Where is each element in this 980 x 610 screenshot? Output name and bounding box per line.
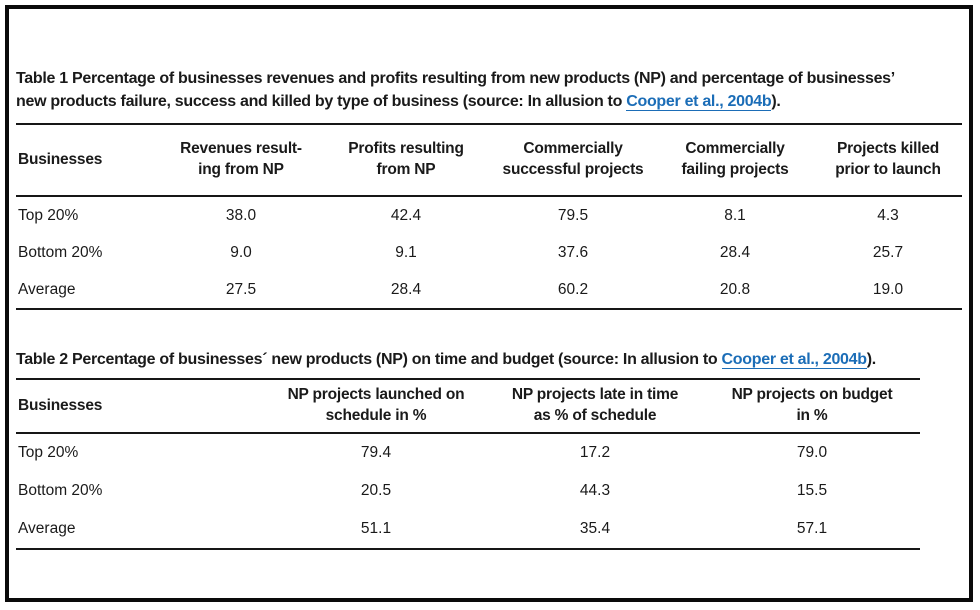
row-label: Top 20%: [18, 206, 79, 224]
row-label: Bottom 20%: [18, 482, 103, 499]
table1-row: Top 20% 38.0 42.4 79.5 8.1 4.3: [16, 196, 962, 234]
table1-column-header: Projects killed prior to launch: [814, 123, 962, 197]
cell: 79.4: [360, 444, 392, 461]
table2-caption-text: Table 2 Percentage of businesses´ new pr…: [16, 351, 722, 368]
table2-column-header: NP projects on budget in %: [704, 378, 920, 434]
row-label: Average: [16, 510, 266, 550]
cell: 28.4: [719, 243, 751, 261]
cell: 57.1: [704, 510, 920, 550]
cell: 28.4: [322, 271, 490, 310]
table1-caption-line2: new products failure, success and killed…: [16, 90, 964, 113]
cell: 19.0: [814, 271, 962, 310]
table1-citation-link[interactable]: Cooper et al., 2004b: [626, 93, 772, 111]
cell: 8.1: [724, 206, 746, 224]
cell: 9.0: [230, 243, 252, 261]
cell: 60.2: [490, 271, 656, 310]
cell: 38.0: [225, 206, 257, 224]
table1-caption: Table 1 Percentage of businesses revenue…: [16, 67, 964, 113]
cell: 79.5: [557, 206, 589, 224]
table1-row: Bottom 20% 9.0 9.1 37.6 28.4 25.7: [16, 234, 962, 271]
table1-caption-line1: Table 1 Percentage of businesses revenue…: [16, 70, 895, 87]
table1-row: Average 27.5 28.4 60.2 20.8 19.0: [16, 271, 962, 310]
cell: 20.8: [656, 271, 814, 310]
row-label: Top 20%: [18, 444, 79, 461]
table1-caption-line2-text: new products failure, success and killed…: [16, 93, 627, 110]
table2-citation-link[interactable]: Cooper et al., 2004b: [721, 351, 867, 369]
cell: 27.5: [160, 271, 322, 310]
table1-header-row: Businesses Revenues result- ing from NP …: [16, 123, 962, 197]
table2-column-header: NP projects late in time as % of schedul…: [486, 378, 704, 434]
table2-row: Average 51.1 35.4 57.1: [16, 510, 920, 550]
table1-column-header: Profits resulting from NP: [322, 123, 490, 197]
table2-column-header: NP projects launched on schedule in %: [266, 378, 486, 434]
cell: 44.3: [579, 482, 611, 499]
cell: 42.4: [390, 206, 422, 224]
cell: 35.4: [486, 510, 704, 550]
row-label: Average: [16, 271, 160, 310]
cell: 51.1: [266, 510, 486, 550]
table2-row: Top 20% 79.4 17.2 79.0: [16, 433, 920, 472]
table1-column-header: Revenues result- ing from NP: [160, 123, 322, 197]
cell: 20.5: [360, 482, 392, 499]
table1-caption-suffix: ).: [771, 93, 781, 110]
table1-column-header: Businesses: [16, 123, 160, 197]
table1-column-header: Commercially failing projects: [656, 123, 814, 197]
cell: 25.7: [872, 243, 904, 261]
table2-header-row: Businesses NP projects launched on sched…: [16, 378, 920, 434]
table1: Businesses Revenues result- ing from NP …: [16, 123, 962, 310]
cell: 15.5: [796, 482, 828, 499]
table2: Businesses NP projects launched on sched…: [16, 378, 920, 550]
cell: 17.2: [579, 444, 611, 461]
table2-row: Bottom 20% 20.5 44.3 15.5: [16, 472, 920, 510]
cell: 4.3: [877, 206, 899, 224]
table2-column-header: Businesses: [16, 378, 266, 434]
cell: 79.0: [796, 444, 828, 461]
table2-caption: Table 2 Percentage of businesses´ new pr…: [16, 348, 964, 371]
table2-caption-suffix: ).: [866, 351, 876, 368]
row-label: Bottom 20%: [18, 243, 103, 261]
cell: 9.1: [395, 243, 417, 261]
cell: 37.6: [557, 243, 589, 261]
table1-column-header: Commercially successful projects: [490, 123, 656, 197]
document-page: Table 1 Percentage of businesses revenue…: [5, 5, 973, 602]
